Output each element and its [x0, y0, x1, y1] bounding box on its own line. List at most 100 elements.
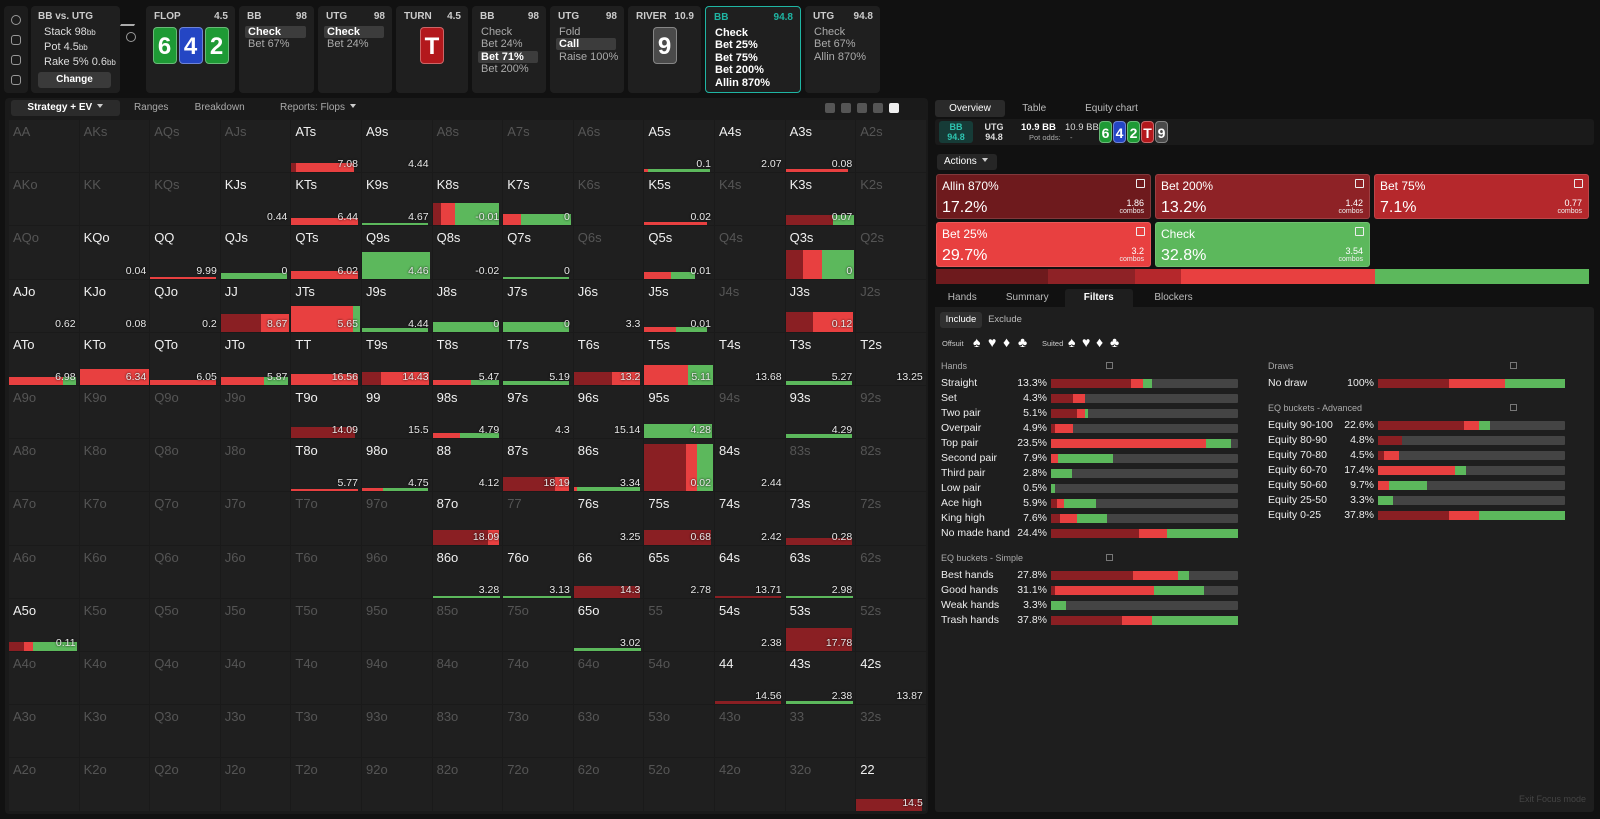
view-toggle[interactable]: [857, 103, 867, 113]
hand-cell[interactable]: 64o: [573, 652, 644, 705]
hand-cell[interactable]: J3o: [220, 705, 291, 758]
node-action[interactable]: Check: [814, 26, 846, 38]
hand-cell[interactable]: K6o: [79, 545, 150, 598]
suited-suit[interactable]: ♠: [1068, 334, 1077, 350]
node-action[interactable]: Bet 200%: [481, 63, 529, 76]
hand-cell[interactable]: 42o: [715, 758, 785, 811]
offsuit-suit[interactable]: ♣: [1018, 334, 1028, 350]
hand-cell[interactable]: AJo 0.62: [9, 279, 79, 332]
hand-cell[interactable]: K5o: [79, 598, 150, 651]
hand-cell[interactable]: KTo 6.34: [79, 332, 150, 385]
hand-cell[interactable]: K4s: [715, 173, 785, 226]
node-action[interactable]: Bet 75%: [715, 51, 758, 64]
node-action[interactable]: Raise 100%: [559, 50, 619, 63]
hand-cell[interactable]: T8s 5.47: [432, 332, 503, 385]
action-card[interactable]: Bet 200% 13.2% 1.42 combos: [1155, 174, 1370, 219]
street-node[interactable]: FLOP 4.5 6 4 2: [146, 6, 235, 93]
action-card[interactable]: Allin 870% 17.2% 1.86 combos: [936, 174, 1151, 219]
hand-cell[interactable]: 73s 0.28: [785, 492, 856, 545]
filter-name[interactable]: Equity 90-100: [1268, 419, 1333, 431]
hand-cell[interactable]: 52s: [856, 598, 926, 651]
hand-cell[interactable]: K3s 0.07: [785, 173, 856, 226]
hand-cell[interactable]: 85o: [432, 598, 503, 651]
hand-cell[interactable]: 82o: [432, 758, 503, 811]
offsuit-suit[interactable]: ♠: [973, 334, 981, 350]
node-action[interactable]: Check: [715, 27, 749, 39]
hand-cell[interactable]: Q6o: [150, 545, 220, 598]
hand-cell[interactable]: 72s: [856, 492, 926, 545]
hand-cell[interactable]: 65s 2.78: [644, 545, 714, 598]
hand-cell[interactable]: Q2s: [856, 226, 926, 279]
expand-icon[interactable]: [1355, 179, 1364, 188]
offsuit-suit[interactable]: ♦: [1003, 334, 1011, 350]
hand-cell[interactable]: J3s 0.12: [785, 279, 856, 332]
hand-cell[interactable]: QJs 0: [220, 226, 291, 279]
hand-cell[interactable]: A5o 0.11: [9, 598, 79, 651]
hand-cell[interactable]: JTs 5.65: [291, 279, 361, 332]
hand-cell[interactable]: 66 14.3: [573, 545, 644, 598]
hand-cell[interactable]: T9o 14.09: [291, 386, 361, 439]
include-toggle[interactable]: Exclude: [988, 314, 1022, 325]
hand-cell[interactable]: JTo 5.87: [220, 332, 291, 385]
hand-cell[interactable]: K9o: [79, 386, 150, 439]
hand-cell[interactable]: A7o: [9, 492, 79, 545]
hand-cell[interactable]: QTs 6.02: [291, 226, 361, 279]
expand-icon[interactable]: [1574, 179, 1583, 188]
view-toggle[interactable]: [873, 103, 883, 113]
filter-name[interactable]: King high: [941, 512, 985, 524]
hand-cell[interactable]: 98s 4.79: [432, 386, 503, 439]
player-node[interactable]: UTG 94.8 Check Bet 67% Allin 870%: [805, 6, 880, 93]
hand-cell[interactable]: T4o: [291, 652, 361, 705]
hand-cell[interactable]: JJ 8.67: [220, 279, 291, 332]
hand-cell[interactable]: J4o: [220, 652, 291, 705]
hand-cell[interactable]: A2o: [9, 758, 79, 811]
node-action[interactable]: Bet 25%: [715, 39, 758, 52]
player-node[interactable]: UTG 98 Check Bet 24%: [318, 6, 392, 93]
player-node[interactable]: UTG 98 Fold Call Raise 100%: [550, 6, 624, 93]
hand-cell[interactable]: K6s: [573, 173, 644, 226]
group-toggle[interactable]: [1510, 362, 1517, 369]
node-action[interactable]: Allin 870%: [814, 50, 866, 63]
node-action[interactable]: Check: [481, 26, 513, 38]
hand-cell[interactable]: T4s 13.68: [715, 332, 785, 385]
node-action[interactable]: Bet 71%: [478, 50, 538, 63]
hand-cell[interactable]: 82s: [856, 439, 926, 492]
hand-cell[interactable]: 75o: [503, 598, 573, 651]
filter-name[interactable]: No made hand: [941, 527, 1010, 539]
hand-cell[interactable]: A6o: [9, 545, 79, 598]
hand-cell[interactable]: T6s 13.2: [573, 332, 644, 385]
hand-cell[interactable]: 74o: [503, 652, 573, 705]
hand-cell[interactable]: 87o 18.09: [432, 492, 503, 545]
group-toggle[interactable]: [1106, 362, 1113, 369]
hand-cell[interactable]: K8o: [79, 439, 150, 492]
toolbar-tab[interactable]: Ranges: [133, 102, 169, 113]
hand-cell[interactable]: T5s 5.11: [644, 332, 714, 385]
hand-cell[interactable]: Q8s -0.02: [432, 226, 503, 279]
hand-cell[interactable]: A2s: [856, 120, 926, 173]
suited-suit[interactable]: ♣: [1110, 334, 1119, 350]
hand-cell[interactable]: 32o: [785, 758, 856, 811]
hand-cell[interactable]: 62o: [573, 758, 644, 811]
view-toggle[interactable]: [825, 103, 835, 113]
filter-name[interactable]: Third pair: [941, 467, 986, 479]
hand-cell[interactable]: 93o: [362, 705, 432, 758]
hand-cell[interactable]: A8o: [9, 439, 79, 492]
hand-cell[interactable]: Q9s 4.46: [362, 226, 432, 279]
subtab[interactable]: Blockers: [1154, 292, 1193, 303]
hand-cell[interactable]: Q3o: [150, 705, 220, 758]
hand-cell[interactable]: Q5o: [150, 598, 220, 651]
filter-name[interactable]: Set: [941, 392, 957, 404]
node-action[interactable]: Call: [556, 38, 616, 51]
hand-cell[interactable]: 77: [503, 492, 573, 545]
hand-cell[interactable]: 97o: [362, 492, 432, 545]
hand-cell[interactable]: KTs 6.44: [291, 173, 361, 226]
filter-name[interactable]: Second pair: [941, 452, 998, 464]
hand-cell[interactable]: T2s 13.25: [856, 332, 926, 385]
hand-cell[interactable]: KJs 0.44: [220, 173, 291, 226]
hand-cell[interactable]: A4o: [9, 652, 79, 705]
hand-cell[interactable]: Q7o: [150, 492, 220, 545]
include-toggle[interactable]: Include: [940, 312, 982, 328]
hand-cell[interactable]: TT 16.56: [291, 332, 361, 385]
hand-cell[interactable]: K8s -0.01: [432, 173, 503, 226]
hand-cell[interactable]: A5s 0.1: [644, 120, 714, 173]
